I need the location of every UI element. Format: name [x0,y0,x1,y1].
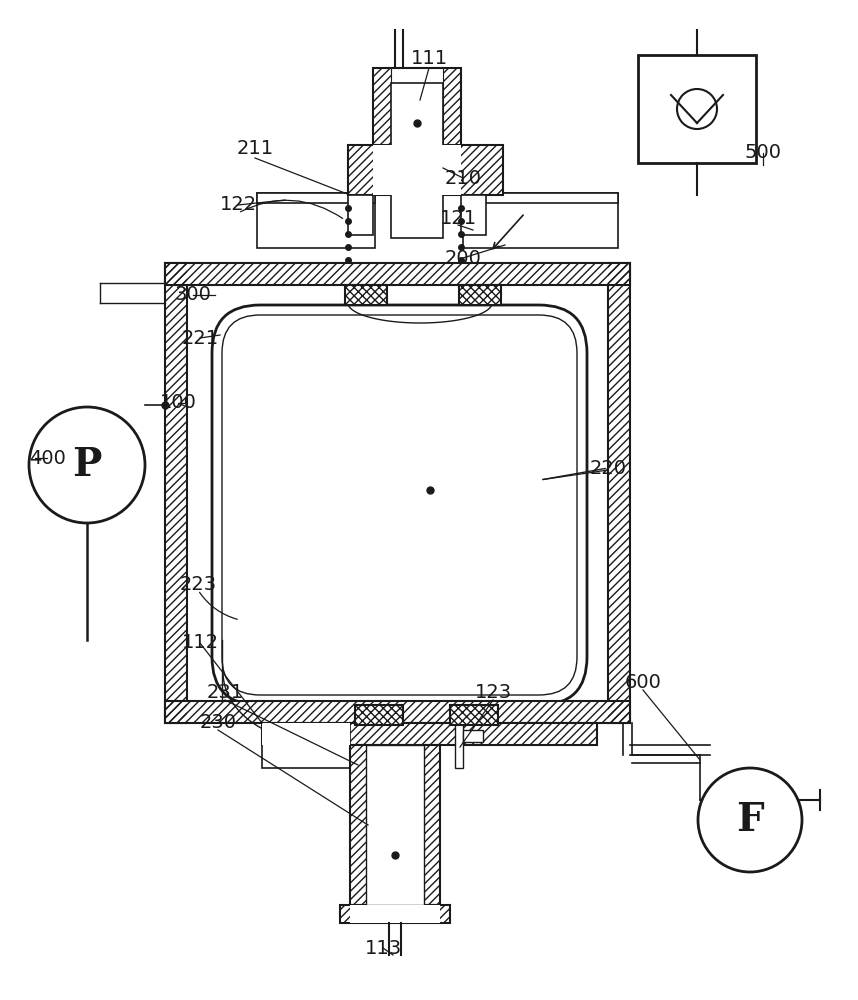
Bar [463,193,618,248]
Bar [262,723,597,745]
Bar [461,195,486,235]
Bar [608,263,630,723]
Text: 221: 221 [181,328,219,348]
Text: 210: 210 [444,168,481,188]
Bar [345,285,387,305]
Bar [350,745,440,905]
Bar [463,193,618,203]
Circle shape [677,89,717,129]
Bar [463,730,483,742]
Text: 200: 200 [444,248,481,267]
Bar [257,193,375,203]
Bar [450,705,498,725]
Text: 500: 500 [745,143,782,162]
Text: 113: 113 [365,938,402,958]
Bar [355,705,403,725]
Text: 400: 400 [28,448,65,468]
Circle shape [698,768,802,872]
Bar [348,195,373,235]
Circle shape [29,407,145,523]
Text: 220: 220 [589,458,626,478]
Bar [355,705,403,725]
Bar [366,745,424,905]
Bar [340,905,450,923]
Bar [608,263,630,723]
FancyBboxPatch shape [212,305,587,705]
FancyBboxPatch shape [222,315,577,695]
Bar [257,193,375,248]
Bar [165,701,630,723]
Text: 600: 600 [625,674,662,692]
Bar [455,723,463,768]
Bar [373,68,461,146]
Text: 100: 100 [160,393,196,412]
Bar [340,905,450,923]
Text: 121: 121 [439,209,476,228]
Bar [459,285,501,305]
Bar [450,705,498,725]
Bar [165,263,630,285]
Text: 300: 300 [174,286,211,304]
Bar [350,745,440,905]
Text: P: P [72,446,102,484]
Text: 122: 122 [220,196,257,215]
Text: 112: 112 [181,634,219,652]
Text: 231: 231 [207,684,244,702]
Text: 230: 230 [200,712,237,732]
Text: 223: 223 [179,576,216,594]
Bar [391,68,443,146]
Bar [350,905,440,923]
Bar [391,83,443,238]
Bar [373,68,461,146]
Text: F: F [736,801,764,839]
Bar [345,285,387,305]
Bar [373,145,461,195]
Bar [348,145,503,195]
Text: 111: 111 [410,48,448,68]
Text: 211: 211 [237,138,274,157]
Bar [348,145,503,195]
Bar [262,723,597,745]
Bar [262,723,350,745]
Bar [165,701,630,723]
Bar [262,723,350,768]
Bar [638,55,756,163]
Text: 123: 123 [474,684,511,702]
Bar [459,285,501,305]
Bar [165,263,187,723]
Bar [165,263,187,723]
Bar [165,263,630,285]
